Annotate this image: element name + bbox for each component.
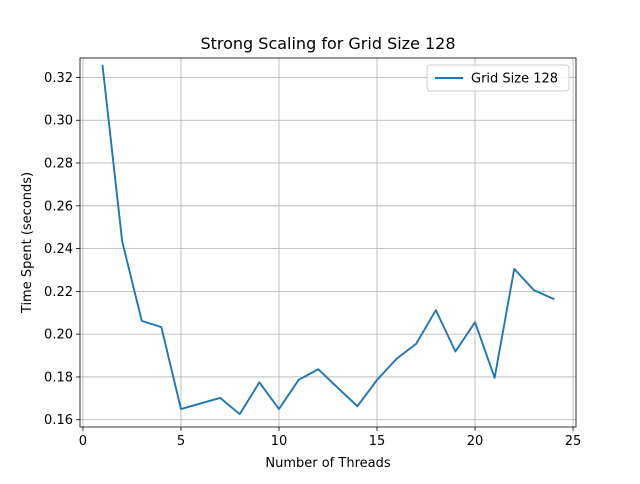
data-point	[160, 326, 162, 328]
data-point	[513, 268, 515, 270]
data-point	[415, 343, 417, 345]
data-point	[337, 387, 339, 389]
data-point	[553, 298, 555, 300]
legend: Grid Size 128	[426, 64, 570, 92]
data-point	[141, 320, 143, 322]
x-axis-ticks: 0 5 10 15 20 25	[79, 427, 582, 449]
y-tick-label: 0.20	[44, 328, 73, 343]
y-tick-label: 0.26	[44, 199, 73, 214]
data-point	[533, 289, 535, 291]
data-point	[121, 240, 123, 242]
y-tick-label: 0.18	[44, 370, 73, 385]
x-tick-label: 15	[369, 434, 386, 449]
plot-frame	[79, 57, 577, 428]
y-tick-label: 0.30	[44, 114, 73, 129]
x-tick-label: 25	[565, 434, 582, 449]
data-point	[435, 309, 437, 311]
y-axis-ticks: 0.16 0.18 0.20 0.22 0.24 0.26 0.28 0.30 0.32	[44, 71, 80, 428]
data-point	[298, 379, 300, 381]
legend-box	[426, 64, 570, 92]
data-point	[357, 405, 359, 407]
data-point	[474, 321, 476, 323]
y-tick-label: 0.16	[44, 413, 73, 428]
series-line	[101, 64, 555, 416]
data-point	[239, 413, 241, 415]
data-point	[219, 397, 221, 399]
y-tick-label: 0.22	[44, 285, 73, 300]
data-point	[278, 408, 280, 410]
data-point	[396, 358, 398, 360]
y-tick-label: 0.28	[44, 157, 73, 172]
data-point	[455, 351, 457, 353]
data-point	[494, 377, 496, 379]
data-point	[200, 403, 202, 405]
y-tick-label: 0.32	[44, 71, 73, 86]
data-point	[102, 65, 104, 67]
data-point	[376, 379, 378, 381]
x-tick-label: 10	[271, 434, 288, 449]
data-point	[258, 381, 260, 383]
data-point	[180, 408, 182, 410]
chart-title: Strong Scaling for Grid Size 128	[200, 34, 455, 53]
x-tick-label: 20	[467, 434, 484, 449]
x-tick-label: 0	[79, 434, 87, 449]
data-point	[317, 368, 319, 370]
x-tick-label: 5	[177, 434, 185, 449]
y-tick-label: 0.24	[44, 242, 73, 257]
x-axis-label: Number of Threads	[265, 456, 390, 471]
legend-label: Grid Size 128	[471, 72, 558, 87]
series-layer	[101, 64, 555, 416]
y-axis-label: Time Spent (seconds)	[20, 172, 35, 314]
